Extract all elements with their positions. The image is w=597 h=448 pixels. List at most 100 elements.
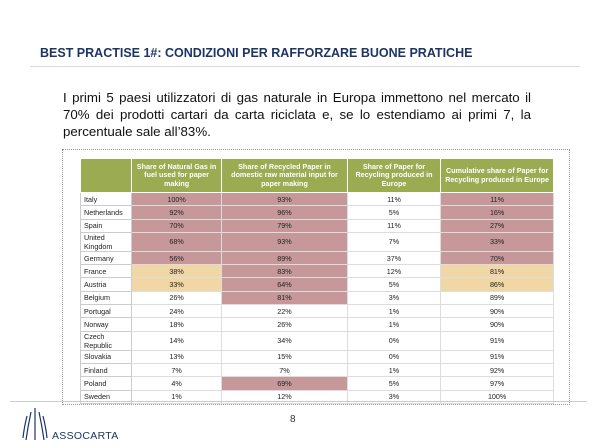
table-cell: 11% <box>440 191 554 207</box>
table-cell: 69% <box>221 376 348 391</box>
table-cell: 4% <box>130 376 223 391</box>
table-cell: 89% <box>440 290 554 306</box>
table-cell: 1% <box>130 389 223 404</box>
table-cell: 81% <box>221 290 348 306</box>
table-cell: Norway <box>80 317 132 332</box>
table-cell: 5% <box>346 205 442 220</box>
table-cell: 1% <box>346 362 442 378</box>
table-cell: 26% <box>130 290 223 306</box>
table-row: Germany 56% 89% 37% 70% <box>80 250 554 266</box>
table-cell: 3% <box>346 290 442 306</box>
table-cell: 100% <box>130 191 223 207</box>
table-cell: 79% <box>221 218 348 233</box>
table-frame <box>62 149 570 405</box>
table-cell: 14% <box>130 330 223 351</box>
divider <box>10 401 587 402</box>
table-cell: 16% <box>440 205 554 220</box>
table-cell: 18% <box>130 317 223 332</box>
logo-mark <box>22 408 48 441</box>
header-cell <box>80 158 132 193</box>
table-cell: 22% <box>221 304 348 319</box>
table-cell: 81% <box>440 264 554 279</box>
table-cell: 96% <box>221 205 348 220</box>
table-cell: 12% <box>346 264 442 279</box>
table-cell: Slovakia <box>80 349 132 364</box>
table-cell: 0% <box>346 330 442 351</box>
header-cell: Share of Paper for Recycling produced in… <box>346 158 442 193</box>
table-cell: Finland <box>80 362 132 378</box>
table-cell: 7% <box>346 231 442 252</box>
table-row: Italy 100% 93% 11% 11% <box>80 191 554 207</box>
table-cell: 64% <box>221 277 348 292</box>
table-row: Spain 70% 79% 11% 27% <box>80 218 554 233</box>
table-cell: 1% <box>346 317 442 332</box>
table-cell: 70% <box>440 250 554 266</box>
table-cell: 5% <box>346 277 442 292</box>
table-cell: 93% <box>221 231 348 252</box>
table-cell: Poland <box>80 376 132 391</box>
table-cell: 83% <box>221 264 348 279</box>
table-cell: 90% <box>440 317 554 332</box>
table-cell: 90% <box>440 304 554 319</box>
table-cell: 7% <box>221 362 348 378</box>
header-cell: Cumulative share of Paper for Recycling … <box>440 158 554 193</box>
header-row: Share of Natural Gas in fuel used for pa… <box>80 158 554 193</box>
table-cell: 3% <box>346 389 442 404</box>
table-cell: 13% <box>130 349 223 364</box>
logo-text: ASSOCARTA <box>52 430 119 442</box>
table-cell: 68% <box>130 231 223 252</box>
data-table: Share of Natural Gas in fuel used for pa… <box>80 158 554 404</box>
table-row: United Kingdom 68% 93% 7% 33% <box>80 231 554 252</box>
table-cell: 92% <box>440 362 554 378</box>
table-cell: 34% <box>221 330 348 351</box>
table-cell: 33% <box>440 231 554 252</box>
table-cell: 1% <box>346 304 442 319</box>
table-cell: Netherlands <box>80 205 132 220</box>
table-cell: 0% <box>346 349 442 364</box>
table-cell: Czech Republic <box>80 330 132 351</box>
table-row: Austria 33% 64% 5% 86% <box>80 277 554 292</box>
table-cell: 37% <box>346 250 442 266</box>
table-cell: 24% <box>130 304 223 319</box>
table-cell: Spain <box>80 218 132 233</box>
table-cell: 70% <box>130 218 223 233</box>
table-row: Portugal 24% 22% 1% 90% <box>80 304 554 319</box>
table-row: Belgium 26% 81% 3% 89% <box>80 290 554 306</box>
table-row: France 38% 83% 12% 81% <box>80 264 554 279</box>
table-cell: 11% <box>346 191 442 207</box>
table-row: Sweden 1% 12% 3% 100% <box>80 389 554 404</box>
table-cell: 86% <box>440 277 554 292</box>
table-row: Norway 18% 26% 1% 90% <box>80 317 554 332</box>
table-cell: 92% <box>130 205 223 220</box>
table-cell: Sweden <box>80 389 132 404</box>
table-cell: 5% <box>346 376 442 391</box>
table-cell: 93% <box>221 191 348 207</box>
table-cell: 12% <box>221 389 348 404</box>
table-cell: 91% <box>440 330 554 351</box>
body-text: I primi 5 paesi utilizzatori di gas natu… <box>63 90 531 139</box>
page-number: 8 <box>290 414 296 425</box>
table-cell: France <box>80 264 132 279</box>
table-row: Finland 7% 7% 1% 92% <box>80 362 554 378</box>
table-cell: 11% <box>346 218 442 233</box>
table-row: Poland 4% 69% 5% 97% <box>80 376 554 391</box>
divider <box>30 66 580 67</box>
table-row: Slovakia 13% 15% 0% 91% <box>80 349 554 364</box>
table-row: Czech Republic 14% 34% 0% 91% <box>80 330 554 351</box>
table-cell: 26% <box>221 317 348 332</box>
header-cell: Share of Recycled Paper in domestic raw … <box>221 158 348 193</box>
table-cell: Belgium <box>80 290 132 306</box>
table-cell: 15% <box>221 349 348 364</box>
table-cell: Austria <box>80 277 132 292</box>
table-row: Netherlands 92% 96% 5% 16% <box>80 205 554 220</box>
table-cell: Portugal <box>80 304 132 319</box>
table-cell: 91% <box>440 349 554 364</box>
table-cell: 56% <box>130 250 223 266</box>
table-cell: 100% <box>440 389 554 404</box>
table-cell: 97% <box>440 376 554 391</box>
table-cell: United Kingdom <box>80 231 132 252</box>
table-cell: 38% <box>130 264 223 279</box>
table-cell: 89% <box>221 250 348 266</box>
header-cell: Share of Natural Gas in fuel used for pa… <box>130 158 223 193</box>
